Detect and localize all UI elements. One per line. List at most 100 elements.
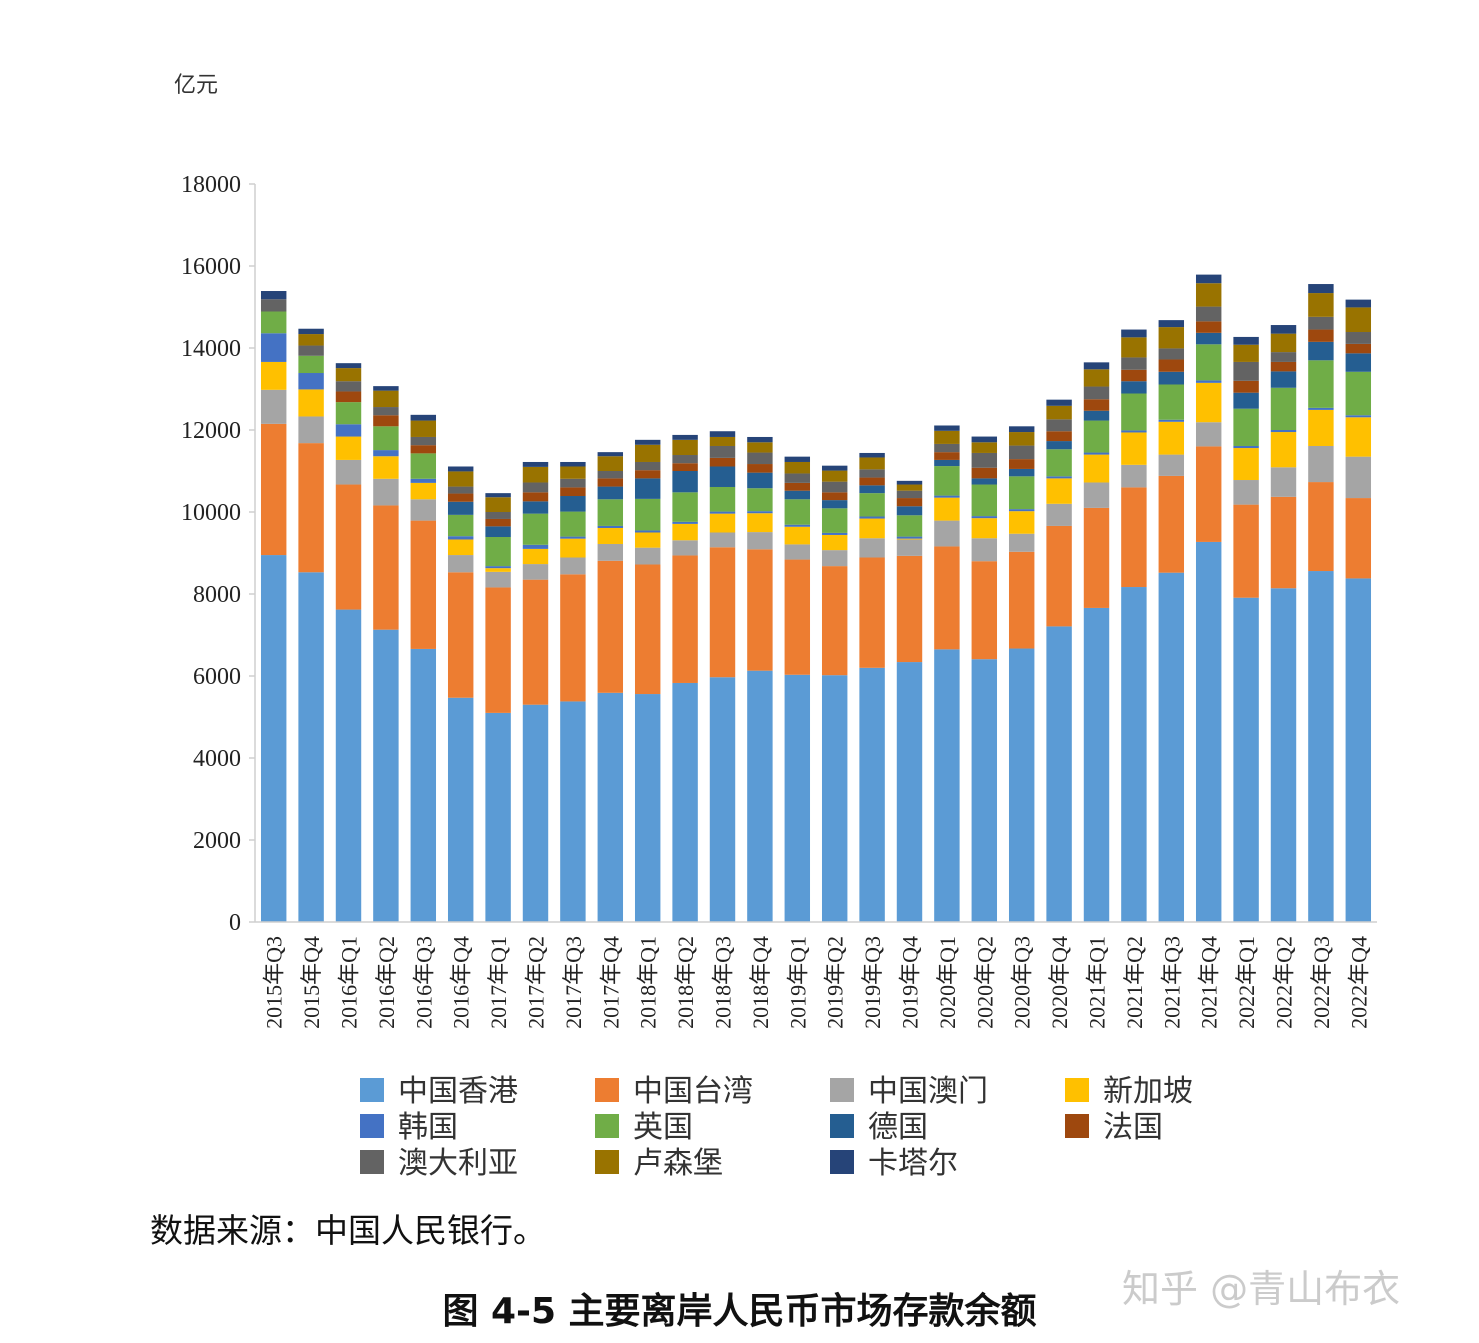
bar-segment <box>634 439 661 445</box>
y-tick-label: 14000 <box>181 336 241 362</box>
bar-segment <box>747 513 773 533</box>
bar-segment <box>1308 445 1334 483</box>
bar-segment <box>335 381 362 392</box>
legend-label: 中国台湾 <box>633 1074 753 1109</box>
bar-segment <box>522 461 549 467</box>
bar-segment <box>821 500 848 509</box>
bar-segment <box>784 526 811 545</box>
bar-segment <box>1158 419 1185 422</box>
legend-swatch <box>830 1114 854 1138</box>
bar-segment <box>1345 353 1372 372</box>
bar-segment <box>447 539 474 556</box>
watermark: 知乎 @青山布衣 <box>1122 1267 1401 1311</box>
bar-segment <box>971 436 998 443</box>
bar-segment <box>1233 480 1259 505</box>
legend-item: 英国 <box>595 1110 693 1145</box>
bar-segment <box>447 572 474 698</box>
bar-segment <box>560 701 586 922</box>
bar-stack <box>522 461 549 922</box>
legend-label: 新加坡 <box>1103 1074 1193 1109</box>
bar-segment <box>298 572 324 922</box>
y-tick-label: 18000 <box>181 172 241 198</box>
x-tick-label: 2016年Q3 <box>411 936 436 1029</box>
bar-segment <box>896 538 923 540</box>
bar-segment <box>447 555 474 573</box>
bar-segment <box>1233 392 1259 409</box>
legend-item: 韩国 <box>360 1110 458 1145</box>
legend-label: 澳大利亚 <box>398 1146 518 1181</box>
bar-segment <box>934 425 960 431</box>
bar-stack <box>260 291 287 922</box>
bar-segment <box>260 333 287 362</box>
bar-stack <box>634 439 661 922</box>
bar-segment <box>1008 551 1035 649</box>
bar-segment <box>522 548 549 565</box>
bar-segment <box>335 391 362 403</box>
bar-stack <box>335 363 362 922</box>
bar-segment <box>859 452 885 458</box>
bar-segment <box>373 450 399 457</box>
bar-segment <box>1008 511 1035 534</box>
y-tick-label: 0 <box>229 910 241 936</box>
bar-segment <box>447 486 474 494</box>
bar-segment <box>859 493 885 517</box>
bar-segment <box>934 495 960 498</box>
bar-segment <box>1046 441 1072 450</box>
bar-segment <box>672 523 698 541</box>
x-tick-label: 2021年Q2 <box>1122 936 1147 1029</box>
bar-segment <box>934 459 960 467</box>
bar-segment <box>934 443 960 453</box>
bar-segment <box>597 692 624 922</box>
bar-segment <box>709 486 736 512</box>
bar-segment <box>1008 509 1035 512</box>
bar-segment <box>747 436 773 443</box>
bar-segment <box>1083 607 1110 922</box>
y-axis: 0 2000 4000 6000 8000 10000 12000 14000 16000 180… <box>181 172 256 936</box>
bar-segment <box>634 530 661 533</box>
bar-segment <box>560 487 586 497</box>
bar-segment <box>709 436 736 446</box>
bar-segment <box>821 492 848 501</box>
bar-segment <box>597 486 624 500</box>
bar-segment <box>1083 452 1110 455</box>
bar-segment <box>485 512 511 519</box>
bar-segment <box>747 488 773 512</box>
bar-segment <box>1195 283 1222 307</box>
y-tick-label: 4000 <box>193 746 241 772</box>
bar-segment <box>298 334 324 346</box>
bar-segment <box>934 649 960 922</box>
bar-segment <box>934 466 960 496</box>
bar-segment <box>821 532 848 535</box>
bar-stack <box>971 436 998 922</box>
bar-segment <box>634 694 661 922</box>
bar-segment <box>859 557 885 668</box>
y-tick-label: 6000 <box>193 664 241 690</box>
bar-segment <box>447 493 474 502</box>
bar-segment <box>1270 467 1297 497</box>
bar-segment <box>447 514 474 537</box>
bar-segment <box>1008 432 1035 446</box>
bar-segment <box>410 420 437 437</box>
bar-segment <box>335 368 362 382</box>
bar-segment <box>1158 421 1185 455</box>
bar-segment <box>1345 456 1372 499</box>
bar-stack <box>1121 329 1147 922</box>
legend-swatch <box>830 1150 854 1174</box>
x-tick-label: 2018年Q4 <box>748 936 773 1029</box>
bar-segment <box>859 518 885 539</box>
bar-segment <box>447 471 474 487</box>
x-tick-label: 2020年Q3 <box>1010 936 1035 1029</box>
x-tick-label: 2020年Q2 <box>972 936 997 1029</box>
x-tick-label: 2016年Q4 <box>449 936 474 1029</box>
x-tick-label: 2022年Q4 <box>1346 936 1371 1029</box>
x-axis: 2015年Q3 2015年Q4 2016年Q1 2016年Q2 2016年Q3 2016年… <box>255 921 1377 1029</box>
bar-stack <box>1008 426 1035 922</box>
bar-segment <box>1158 475 1185 573</box>
bar-segment <box>373 456 399 479</box>
legend-item: 法国 <box>1065 1110 1163 1145</box>
legend-swatch <box>595 1150 619 1174</box>
x-tick-label: 2015年Q4 <box>299 936 324 1029</box>
bar-segment <box>896 662 923 922</box>
bar-segment <box>672 521 698 524</box>
bar-segment <box>971 659 998 922</box>
